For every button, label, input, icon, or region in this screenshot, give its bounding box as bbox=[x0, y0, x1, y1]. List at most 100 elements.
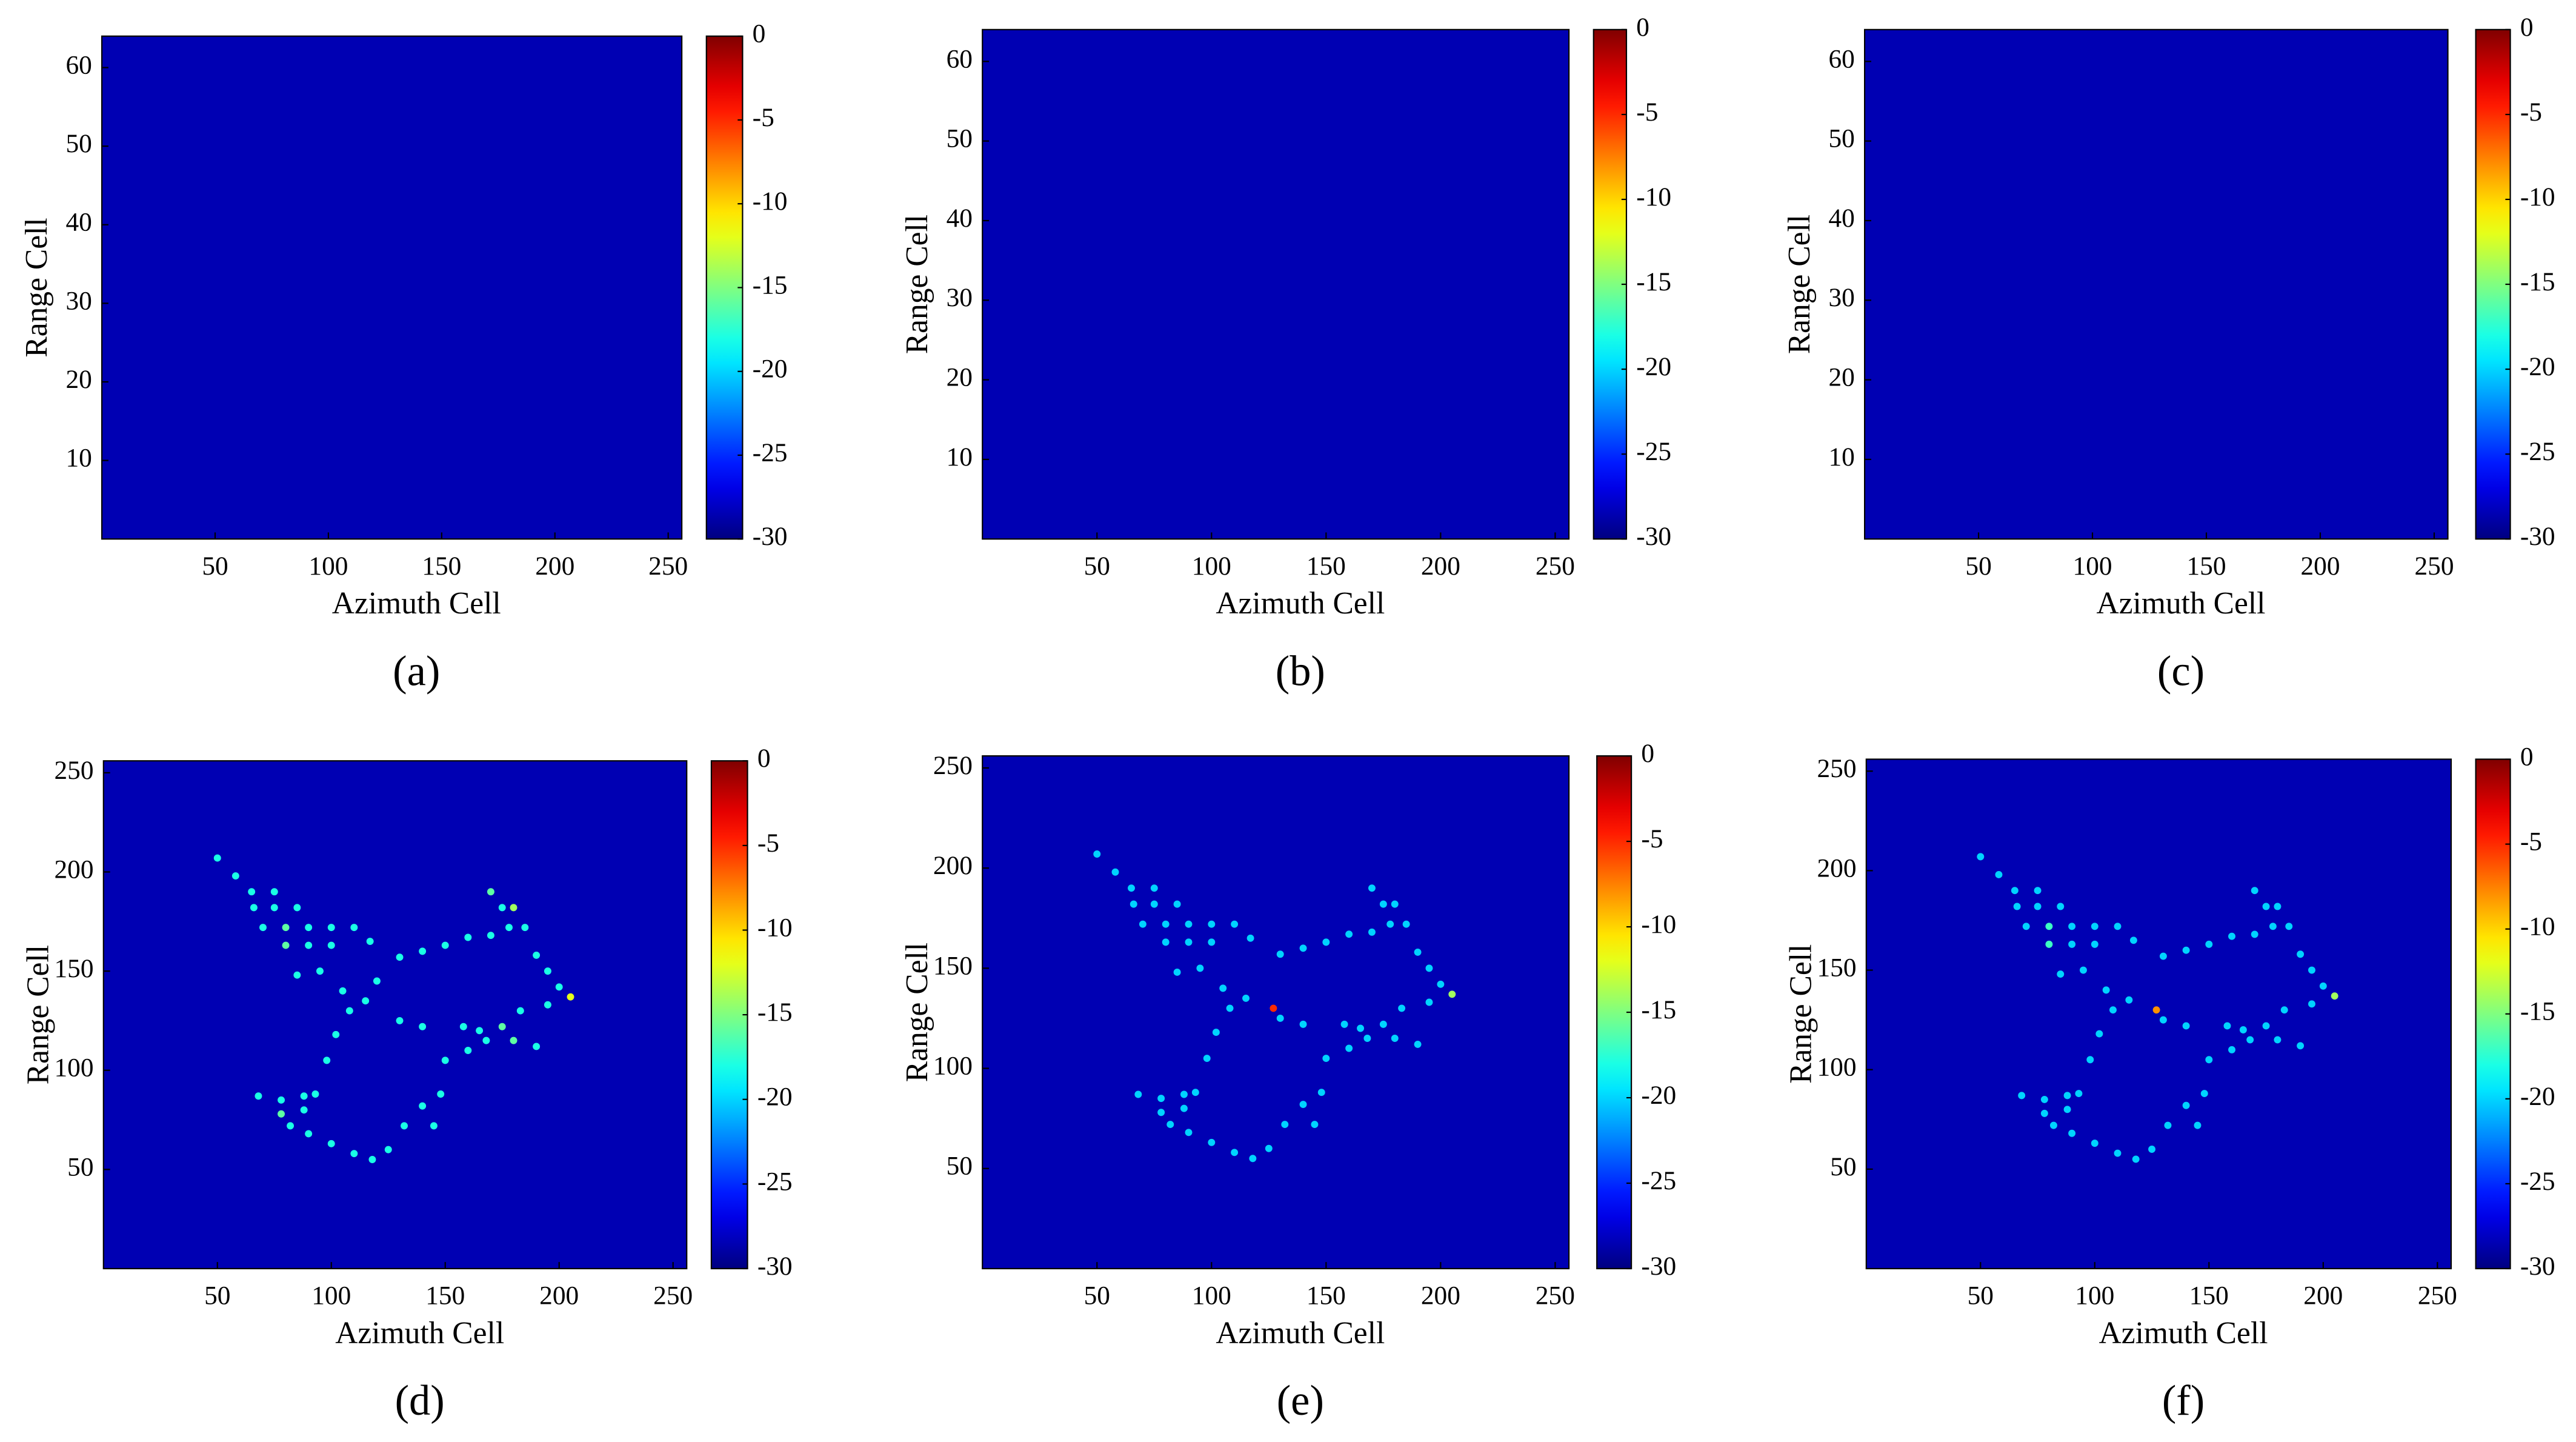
y-axis-label: Range Cell bbox=[19, 218, 54, 357]
scatter-point bbox=[1157, 1095, 1165, 1103]
x-tick-label: 50 bbox=[1968, 1281, 1994, 1310]
scatter-point bbox=[2011, 887, 2019, 895]
scatter-point bbox=[282, 941, 290, 949]
scatter-point bbox=[1379, 900, 1387, 908]
colorbar-tick-label: -10 bbox=[753, 187, 788, 216]
y-tick-label: 100 bbox=[1817, 1053, 1856, 1082]
scatter-point bbox=[1977, 853, 1985, 861]
scatter-point bbox=[2080, 966, 2087, 974]
x-tick-label: 100 bbox=[1192, 552, 1231, 581]
scatter-point bbox=[1270, 1004, 1277, 1012]
y-tick-label: 30 bbox=[947, 283, 973, 312]
scatter-point bbox=[1357, 1024, 1365, 1032]
panel-label: (d) bbox=[395, 1377, 445, 1424]
scatter-point bbox=[2022, 923, 2030, 930]
scatter-point bbox=[2152, 1006, 2160, 1014]
scatter-point bbox=[1249, 1155, 1257, 1163]
y-tick-label: 200 bbox=[933, 851, 973, 880]
colorbar-tick-label: -10 bbox=[2520, 182, 2555, 212]
scatter-point bbox=[323, 1056, 331, 1064]
scatter-point bbox=[1162, 938, 1170, 946]
scatter-point bbox=[419, 1023, 427, 1030]
y-tick-label: 10 bbox=[947, 442, 973, 472]
colorbar-tick-label: -10 bbox=[1641, 910, 1676, 939]
scatter-point bbox=[2262, 903, 2270, 910]
scatter-point bbox=[396, 953, 404, 961]
scatter-point bbox=[430, 1122, 438, 1130]
scatter-point bbox=[2251, 887, 2258, 895]
scatter-point bbox=[2274, 903, 2281, 910]
scatter-point bbox=[1111, 868, 1119, 876]
scatter-point bbox=[1299, 1101, 1307, 1108]
y-axis-label: Range Cell bbox=[1782, 215, 1817, 354]
x-tick-label: 150 bbox=[422, 552, 461, 581]
scatter-point bbox=[327, 1140, 335, 1147]
colorbar-tick-label: -25 bbox=[753, 438, 788, 467]
scatter-point bbox=[327, 924, 335, 932]
y-tick-label: 200 bbox=[1817, 853, 1856, 883]
colorbar-tick-label: -5 bbox=[1641, 824, 1663, 853]
scatter-point bbox=[2091, 1140, 2098, 1147]
scatter-point bbox=[2274, 1036, 2281, 1044]
y-axis-label: Range Cell bbox=[21, 945, 56, 1084]
scatter-point bbox=[1995, 870, 2003, 878]
colorbar bbox=[710, 760, 748, 1270]
x-tick-label: 50 bbox=[1084, 1281, 1110, 1310]
y-tick-label: 40 bbox=[65, 208, 92, 237]
scatter-point bbox=[1368, 884, 1376, 892]
plot-area bbox=[103, 761, 687, 1269]
scatter-point bbox=[2063, 1092, 2071, 1100]
y-tick-label: 50 bbox=[1830, 1152, 1856, 1181]
y-tick-label: 60 bbox=[947, 44, 973, 73]
colorbar-tick-label: -15 bbox=[753, 270, 788, 299]
plot-area bbox=[1865, 29, 2448, 539]
scatter-point bbox=[270, 888, 278, 896]
scatter-point bbox=[282, 924, 290, 932]
scatter-point bbox=[2200, 1090, 2208, 1098]
scatter-point bbox=[1167, 1121, 1174, 1129]
scatter-point bbox=[2129, 936, 2137, 944]
x-tick-label: 150 bbox=[425, 1281, 465, 1310]
scatter-point bbox=[2045, 940, 2053, 948]
y-tick-label: 150 bbox=[54, 954, 93, 983]
scatter-point bbox=[293, 971, 301, 979]
scatter-point bbox=[300, 1092, 308, 1100]
scatter-point bbox=[1185, 920, 1193, 928]
scatter-point bbox=[311, 1090, 319, 1098]
x-tick-label: 100 bbox=[308, 552, 348, 581]
y-tick-label: 50 bbox=[1828, 124, 1854, 153]
scatter-point bbox=[2091, 940, 2098, 948]
scatter-point bbox=[2095, 1030, 2103, 1038]
colorbar-tick-label: -20 bbox=[753, 355, 788, 384]
plot-area bbox=[1866, 759, 2451, 1269]
y-axis-label: Range Cell bbox=[900, 943, 934, 1082]
colorbar bbox=[2475, 758, 2511, 1270]
scatter-point bbox=[516, 1007, 524, 1015]
plot-frame bbox=[1865, 758, 2452, 1270]
scatter-point bbox=[255, 1092, 262, 1100]
x-axis-label: Azimuth Cell bbox=[1216, 1316, 1385, 1350]
scatter-point bbox=[2297, 1042, 2305, 1050]
scatter-point bbox=[366, 938, 374, 945]
scatter-point bbox=[2075, 1090, 2083, 1098]
colorbar-tick-label: 0 bbox=[2520, 742, 2534, 771]
y-axis-label: Range Cell bbox=[900, 215, 934, 354]
scatter-point bbox=[2049, 1121, 2057, 1129]
scatter-point bbox=[1162, 920, 1170, 928]
scatter-point bbox=[287, 1122, 295, 1130]
plot-area bbox=[102, 36, 682, 539]
scatter-point bbox=[1281, 1121, 1289, 1129]
scatter-point bbox=[2331, 992, 2338, 1000]
scatter-point bbox=[2251, 930, 2258, 938]
x-tick-label: 100 bbox=[311, 1281, 351, 1310]
scatter-point bbox=[1246, 934, 1254, 942]
x-axis-label: Azimuth Cell bbox=[332, 586, 501, 621]
scatter-point bbox=[1345, 930, 1353, 938]
colorbar-tick-label: -30 bbox=[753, 522, 788, 551]
scatter-point bbox=[2205, 1056, 2213, 1064]
scatter-point bbox=[1226, 1004, 1234, 1012]
scatter-point bbox=[2018, 1092, 2026, 1100]
scatter-point bbox=[510, 904, 518, 912]
x-tick-label: 200 bbox=[2300, 552, 2340, 581]
scatter-point bbox=[327, 941, 335, 949]
